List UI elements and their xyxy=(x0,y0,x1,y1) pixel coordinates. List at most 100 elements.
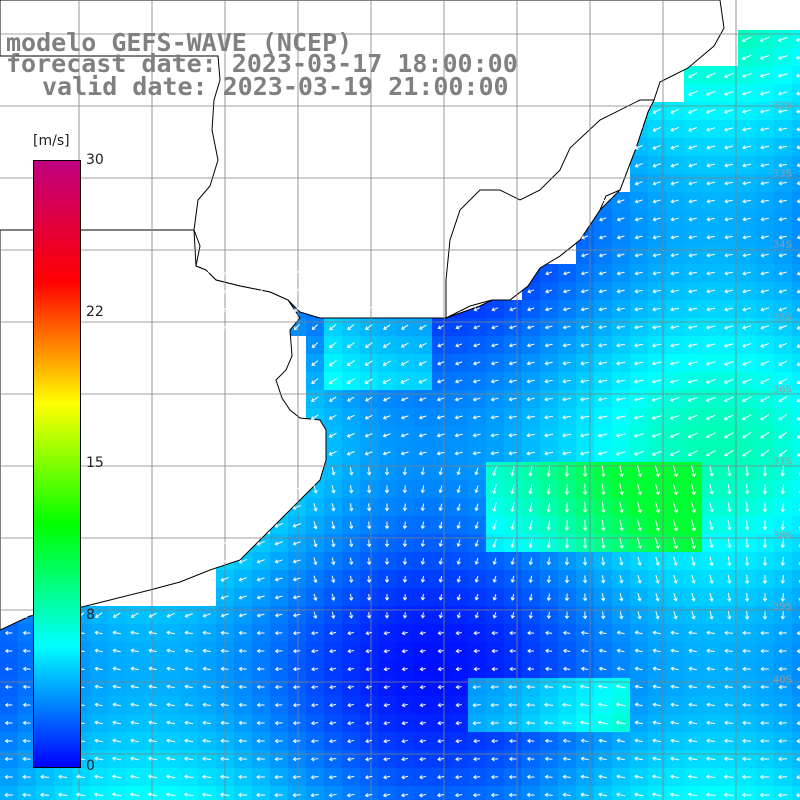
wind-speed-cell xyxy=(324,786,342,800)
wind-vector xyxy=(331,575,335,583)
wind-vector-head xyxy=(562,433,566,438)
wind-vector-head xyxy=(706,199,711,204)
wind-vector-head xyxy=(688,145,693,150)
wind-vector-head xyxy=(655,545,661,549)
wind-vector xyxy=(706,722,716,724)
wind-vector xyxy=(511,593,515,601)
wind-vector xyxy=(493,612,497,618)
wind-vector xyxy=(474,307,480,311)
wind-vector xyxy=(311,704,319,706)
wind-speed-cell xyxy=(792,174,800,192)
wind-vector xyxy=(652,325,662,329)
wind-vector-head xyxy=(472,451,477,456)
wind-vector-head xyxy=(420,579,425,583)
wind-vector-head xyxy=(796,630,800,636)
wind-vector-head xyxy=(22,648,27,654)
wind-vector xyxy=(545,343,553,347)
wind-vector xyxy=(634,343,644,347)
wind-speed-cell xyxy=(684,786,702,800)
wind-vector xyxy=(329,722,337,724)
wind-vector-head xyxy=(384,597,390,601)
wind-vector-head xyxy=(510,526,515,531)
wind-vector xyxy=(655,556,659,566)
wind-vector xyxy=(652,307,662,311)
wind-vector-head xyxy=(418,361,423,366)
wind-vector xyxy=(294,270,300,276)
wind-vector xyxy=(348,631,354,635)
wind-vector-head xyxy=(670,289,674,294)
wind-vector xyxy=(670,289,680,293)
wind-speed-cell xyxy=(792,192,800,210)
wind-vector-head xyxy=(292,595,297,600)
wind-vector-head xyxy=(58,774,62,779)
wind-vector-head xyxy=(564,615,570,620)
wind-vector-head xyxy=(780,508,785,513)
wind-vector-head xyxy=(597,702,602,707)
wind-vector-head xyxy=(619,491,624,496)
wind-vector xyxy=(653,126,661,132)
wind-vector-head xyxy=(220,630,225,636)
wind-vector xyxy=(688,163,698,167)
wind-vector xyxy=(670,361,680,365)
wind-vector-head xyxy=(366,597,372,601)
wind-vector-head xyxy=(492,508,497,513)
wind-vector xyxy=(131,649,139,653)
wind-vector xyxy=(384,721,390,725)
wind-vector-head xyxy=(57,792,62,797)
wind-vector xyxy=(401,342,409,348)
wind-vector-head xyxy=(346,433,351,438)
wind-vector xyxy=(562,415,572,419)
wind-vector xyxy=(652,397,662,401)
wind-vector xyxy=(112,775,122,779)
wind-vector-head xyxy=(705,756,710,761)
wind-vector-head xyxy=(742,145,746,150)
wind-vector xyxy=(599,775,607,779)
wind-vector-head xyxy=(365,397,369,402)
wind-vector xyxy=(312,324,318,330)
wind-vector-head xyxy=(777,55,782,60)
wind-vector xyxy=(94,793,104,797)
wind-vector-head xyxy=(724,702,728,708)
wind-vector-head xyxy=(292,792,297,798)
wind-vector-head xyxy=(673,527,679,532)
wind-vector xyxy=(203,686,211,688)
wind-vector xyxy=(778,413,788,421)
wind-vector xyxy=(491,325,499,329)
wind-vector-head xyxy=(313,579,318,584)
wind-vector-head xyxy=(652,110,657,114)
wind-vector xyxy=(365,433,373,437)
wind-vector-head xyxy=(615,720,620,725)
wind-vector xyxy=(349,503,353,511)
wind-vector xyxy=(404,594,406,600)
wind-vector xyxy=(365,396,373,402)
wind-vector-head xyxy=(601,579,606,584)
wind-vector xyxy=(312,270,318,276)
wind-vector xyxy=(743,253,751,257)
wind-speed-cell xyxy=(792,444,800,462)
wind-vector-head xyxy=(437,325,442,330)
wind-vector xyxy=(547,483,551,495)
wind-vector-head xyxy=(634,163,639,168)
wind-vector xyxy=(437,776,445,778)
wind-vector-head xyxy=(616,325,620,330)
wind-vector xyxy=(6,612,12,618)
wind-vector xyxy=(275,541,283,545)
wind-vector-head xyxy=(564,491,570,495)
wind-vector xyxy=(707,217,715,221)
wind-vector-head xyxy=(615,433,620,438)
wind-vector xyxy=(221,632,229,634)
wind-vector-head xyxy=(778,362,783,366)
wind-speed-cell xyxy=(144,786,162,800)
wind-vector xyxy=(239,323,247,331)
wind-vector-head xyxy=(22,738,27,744)
wind-vector-head xyxy=(365,685,370,690)
wind-vector xyxy=(725,668,733,670)
wind-vector xyxy=(331,593,335,601)
wind-vector xyxy=(148,793,158,797)
wind-vector xyxy=(420,704,426,706)
wind-vector xyxy=(347,342,355,348)
wind-vector xyxy=(671,685,679,689)
wind-vector xyxy=(598,433,608,437)
wind-vector-head xyxy=(238,595,243,600)
wind-vector-head xyxy=(796,289,800,294)
